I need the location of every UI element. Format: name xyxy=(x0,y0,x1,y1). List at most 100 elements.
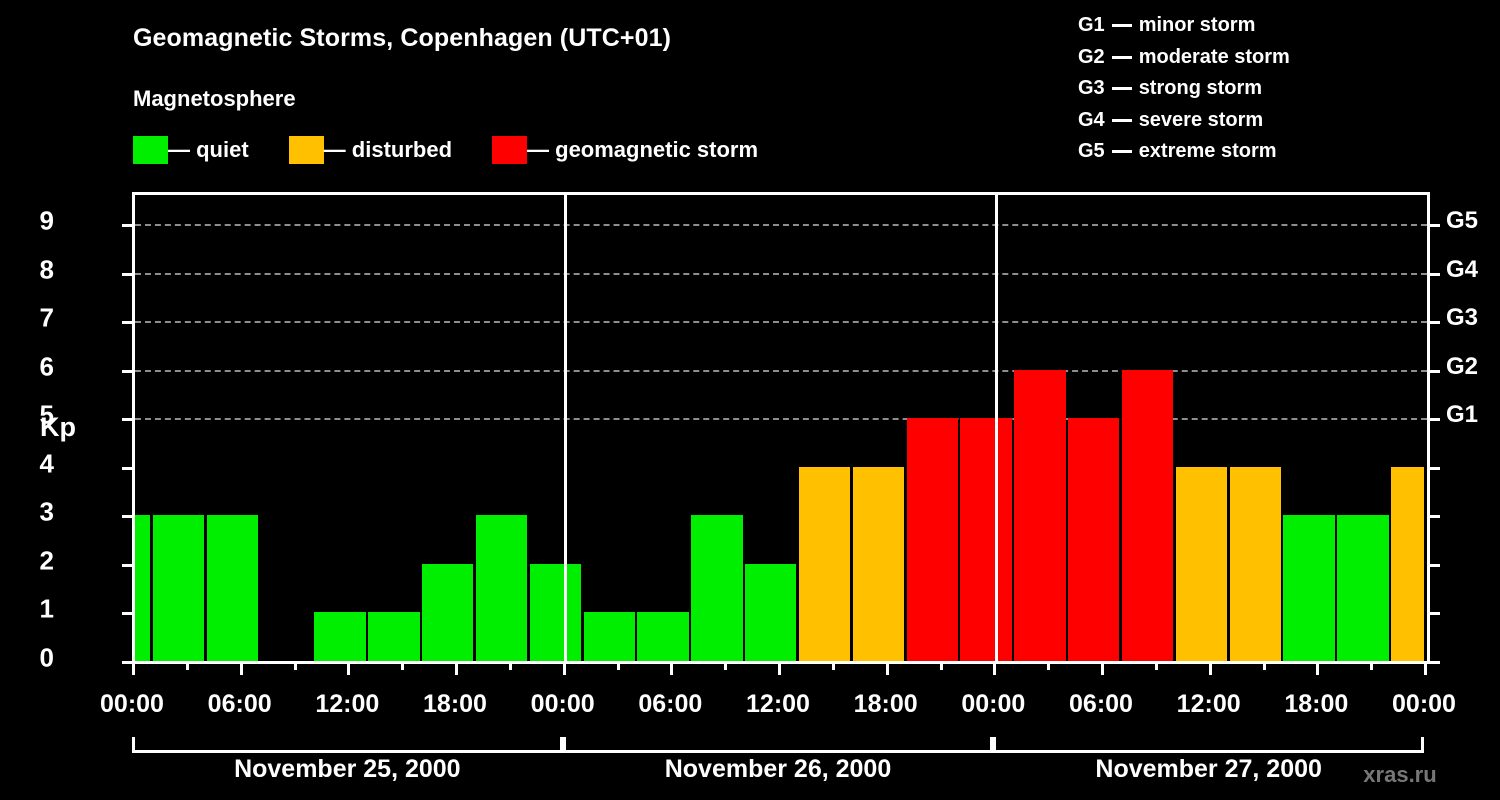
legend-label-2: — geomagnetic storm xyxy=(527,137,759,162)
y-tick-0 xyxy=(122,661,135,664)
legend-label-1: — disturbed xyxy=(323,137,453,162)
day-bracket-2 xyxy=(562,737,994,753)
g-code-g3: G3 xyxy=(1078,77,1105,99)
y-tick-label-1: 1 xyxy=(39,593,54,624)
bar-kp-5 xyxy=(1068,418,1120,661)
em-dash-icon xyxy=(1111,150,1132,154)
bar-kp-6 xyxy=(1014,369,1066,661)
x-tick-h51 xyxy=(1047,661,1051,670)
x-tick-h57 xyxy=(1154,661,1158,670)
legend-item-1: — disturbed xyxy=(288,136,453,164)
x-tick-h9 xyxy=(293,661,297,670)
day-bracket-1 xyxy=(132,737,563,753)
x-tick-label-3: 18:00 xyxy=(423,690,487,718)
x-tick-h18 xyxy=(455,661,458,675)
bar-series xyxy=(135,195,1427,661)
g-scale-legend: G1 minor storm G2 moderate storm G3 strong st… xyxy=(1078,10,1290,168)
em-dash-icon xyxy=(1111,87,1132,91)
page-title: Geomagnetic Storms, Copenhagen (UTC+01) xyxy=(133,24,672,52)
em-dash-icon xyxy=(1111,24,1132,28)
bar-kp-5 xyxy=(960,418,1012,661)
x-tick-h39 xyxy=(831,661,835,670)
bar-kp-3 xyxy=(135,515,151,661)
gridline-kp-8 xyxy=(135,272,1427,275)
x-tick-h15 xyxy=(401,661,405,670)
x-tick-h60 xyxy=(1208,661,1212,675)
quiet-swatch xyxy=(133,136,168,164)
day-divider-1 xyxy=(564,195,568,661)
g-desc-g3: strong storm xyxy=(1138,77,1263,99)
x-tick-h0 xyxy=(132,661,135,675)
bar-kp-3 xyxy=(691,515,743,661)
bar-kp-4 xyxy=(1391,466,1425,661)
g-code-g1: G1 xyxy=(1078,14,1105,36)
bar-kp-1 xyxy=(314,612,366,661)
y-tick-6 xyxy=(122,369,135,373)
y-tick-8 xyxy=(122,272,135,276)
g-desc-g4: severe storm xyxy=(1138,108,1264,131)
y-tick-label-4: 4 xyxy=(39,448,54,479)
x-tick-h66 xyxy=(1316,661,1320,675)
x-tick-h24 xyxy=(562,661,566,675)
x-tick-label-8: 00:00 xyxy=(961,690,1026,718)
y-tick-2 xyxy=(122,563,135,567)
bar-kp-2 xyxy=(422,563,474,661)
x-tick-label-0: 00:00 xyxy=(100,690,164,718)
g-code-g2: G2 xyxy=(1078,45,1105,68)
day-bracket-3 xyxy=(993,737,1424,753)
y-tick-5 xyxy=(122,418,135,422)
storm-swatch xyxy=(492,136,528,164)
legend-item-0: — quiet xyxy=(133,136,249,164)
watermark: xras.ru xyxy=(1363,762,1437,787)
x-tick-h36 xyxy=(778,661,781,675)
y-tick-label-9: 9 xyxy=(39,205,54,236)
g-desc-g1: minor storm xyxy=(1138,14,1256,36)
bar-kp-3 xyxy=(206,515,259,661)
bar-kp-6 xyxy=(1121,369,1174,661)
x-tick-h3 xyxy=(185,661,189,670)
bar-kp-4 xyxy=(1229,466,1281,661)
x-tick-h6 xyxy=(239,661,243,675)
color-legend: — quiet — disturbed — geomagnetic storm xyxy=(133,135,798,165)
x-tick-label-2: 12:00 xyxy=(315,690,380,718)
gridline-kp-7 xyxy=(135,321,1427,324)
y-tick-right-8 xyxy=(1427,272,1440,276)
g-scale-row-g3: G3 strong storm xyxy=(1078,73,1290,105)
em-dash-icon xyxy=(1111,118,1132,122)
g-label-g4: G4 xyxy=(1446,255,1479,283)
day-label-1: November 25, 2000 xyxy=(234,755,461,783)
y-tick-label-8: 8 xyxy=(39,254,54,285)
y-tick-right-2 xyxy=(1427,563,1440,567)
y-tick-right-3 xyxy=(1427,515,1440,519)
y-tick-right-4 xyxy=(1427,466,1440,470)
bar-kp-3 xyxy=(475,515,528,661)
disturbed-swatch xyxy=(288,136,324,164)
y-axis-title: Kp xyxy=(40,412,76,442)
legend-item-2: — geomagnetic storm xyxy=(492,136,758,164)
chart-subtitle: Magnetosphere xyxy=(133,86,296,111)
x-tick-label-12: 00:00 xyxy=(1392,690,1456,718)
g-scale-row-g1: G1 minor storm xyxy=(1078,10,1290,42)
bar-kp-4 xyxy=(852,466,905,661)
y-tick-right-0 xyxy=(1427,661,1440,664)
y-tick-right-5 xyxy=(1427,418,1440,422)
g-scale-row-g4: G4 severe storm xyxy=(1078,105,1290,137)
x-tick-h12 xyxy=(347,661,351,675)
y-tick-right-1 xyxy=(1427,612,1440,616)
x-tick-h63 xyxy=(1262,661,1266,670)
bar-kp-2 xyxy=(745,563,797,661)
g-label-g3: G3 xyxy=(1446,304,1479,332)
x-tick-h48 xyxy=(993,661,997,675)
x-tick-h42 xyxy=(885,661,889,675)
x-tick-label-11: 18:00 xyxy=(1284,690,1349,718)
g-desc-g2: moderate storm xyxy=(1138,45,1290,68)
g-label-g2: G2 xyxy=(1446,352,1479,380)
g-code-g4: G4 xyxy=(1078,108,1105,131)
x-tick-h72 xyxy=(1424,661,1427,675)
plot-area xyxy=(122,192,1440,664)
x-tick-h69 xyxy=(1370,661,1374,670)
y-tick-7 xyxy=(122,321,135,325)
x-tick-label-5: 06:00 xyxy=(638,690,703,718)
x-tick-h30 xyxy=(670,661,674,675)
